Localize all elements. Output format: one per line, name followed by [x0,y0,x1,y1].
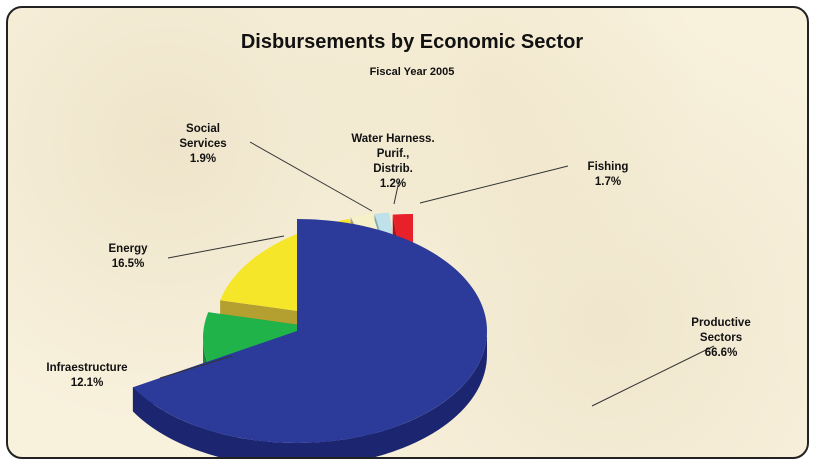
slice-label: Social Services 1.9% [179,123,226,165]
leader-lines [159,141,715,407]
leader-line [591,345,715,407]
leader-line [159,355,233,379]
pie-slice-side [132,219,487,457]
slice-label: Fishing 1.7% [588,161,629,188]
pie-slice[interactable] [132,219,487,444]
slice-label: Infraestructure 12.1% [46,362,127,389]
chart-subtitle: Fiscal Year 2005 [370,66,455,78]
chart-title: Disbursements by Economic Sector [241,31,584,53]
leader-line [419,165,569,204]
leader-line [393,180,400,205]
slice-labels: Productive Sectors 66.6% Infraestructure 12.… [46,123,750,389]
slice-label: Water Harness. Purif., Distrib. 1.2% [351,133,434,190]
pie-chart: Disbursements by Economic Sector Fiscal … [46,31,751,457]
slices-layer [132,212,487,457]
chart-frame: Disbursements by Economic Sector Fiscal … [6,6,809,459]
leader-line [249,141,373,212]
slice-label: Energy 16.5% [109,243,149,270]
slice-label: Productive Sectors 66.6% [691,317,750,359]
leader-line [167,235,285,259]
